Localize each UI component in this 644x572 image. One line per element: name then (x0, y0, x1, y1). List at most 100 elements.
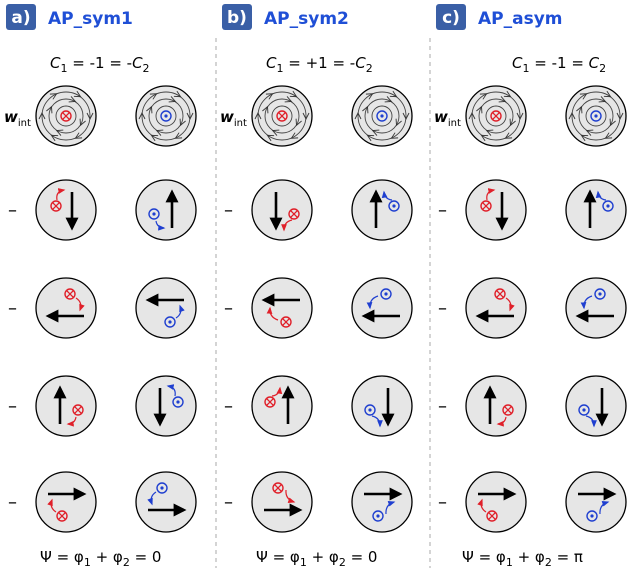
disk-right (565, 179, 627, 241)
w-sub: int (234, 118, 247, 129)
row-sign: – (438, 492, 447, 513)
into-page-symbol (56, 510, 68, 522)
into-page-symbol (264, 396, 276, 408)
disk-right (565, 471, 627, 533)
disk-left (35, 471, 97, 533)
panel-label: b) (227, 8, 247, 28)
into-page-symbol (276, 110, 288, 122)
row-sign: – (224, 492, 233, 513)
w-int-label: wint (4, 108, 31, 129)
panel-label: c) (442, 8, 460, 28)
b-s2: 2 (545, 556, 552, 569)
panel-title: AP_sym2 (264, 9, 349, 29)
disk-right (351, 471, 413, 533)
panel-title: AP_asym (478, 9, 563, 29)
out-of-page-symbol (156, 482, 168, 494)
disk-right (351, 179, 413, 241)
disk-right (135, 471, 197, 533)
into-page-symbol (486, 510, 498, 522)
row-sign: – (438, 298, 447, 319)
disk-right (135, 179, 197, 241)
mid: = -1 = - (67, 54, 132, 72)
into-page-symbol (60, 110, 72, 122)
s2: 2 (599, 62, 606, 75)
out-of-page-symbol (590, 110, 602, 122)
into-page-symbol (50, 200, 62, 212)
c2: C (355, 54, 366, 72)
b-mid: + φ (307, 548, 339, 566)
disk-left (35, 375, 97, 437)
out-of-page-symbol (388, 200, 400, 212)
out-of-page-symbol (602, 200, 614, 212)
s2: 2 (366, 62, 373, 75)
into-page-symbol (494, 288, 506, 300)
into-page-symbol (72, 404, 84, 416)
w-sub: int (448, 118, 461, 129)
into-page-symbol (502, 404, 514, 416)
s1: 1 (276, 62, 283, 75)
c2: C (132, 54, 143, 72)
row-sign: – (438, 396, 447, 417)
b-mid: + φ (91, 548, 123, 566)
out-of-page-symbol (164, 316, 176, 328)
b-s1: 1 (506, 556, 513, 569)
s2: 2 (143, 62, 150, 75)
into-page-symbol (272, 482, 284, 494)
phase-equation: Ψ = φ1 + φ2 = 0 (256, 548, 377, 569)
row-sign: – (438, 200, 447, 221)
phase-equation: Ψ = φ1 + φ2 = π (462, 548, 583, 569)
row-sign: – (8, 200, 17, 221)
vortex-disk-left (465, 85, 527, 147)
disk-left (251, 375, 313, 437)
pre: Ψ = φ (40, 548, 84, 566)
mid: = -1 = (529, 54, 588, 72)
out-of-page-symbol (578, 404, 590, 416)
disk-left (35, 277, 97, 339)
out-of-page-symbol (376, 110, 388, 122)
panel-label-box (222, 4, 252, 30)
row-sign: – (224, 298, 233, 319)
w: w (434, 108, 448, 126)
into-page-symbol (490, 110, 502, 122)
b-s1: 1 (84, 556, 91, 569)
b-post: = 0 (346, 548, 378, 566)
disk-right (565, 375, 627, 437)
vortex-disk-right (565, 85, 627, 147)
b-s2: 2 (339, 556, 346, 569)
out-of-page-symbol (364, 404, 376, 416)
row-sign: – (8, 396, 17, 417)
out-of-page-symbol (172, 396, 184, 408)
w: w (4, 108, 18, 126)
w: w (220, 108, 234, 126)
into-page-symbol (480, 200, 492, 212)
c1: C (50, 54, 61, 72)
disk-right (565, 277, 627, 339)
s1: 1 (60, 62, 67, 75)
row-sign: – (8, 492, 17, 513)
into-page-symbol (64, 288, 76, 300)
w-sub: int (18, 118, 31, 129)
chirality-condition: C1 = -1 = -C2 (50, 54, 150, 75)
vortex-disk-right (351, 85, 413, 147)
phase-equation: Ψ = φ1 + φ2 = 0 (40, 548, 161, 569)
disk-left (251, 471, 313, 533)
disk-right (135, 277, 197, 339)
b-s2: 2 (123, 556, 130, 569)
out-of-page-symbol (372, 510, 384, 522)
w-int-label: wint (220, 108, 247, 129)
into-page-symbol (288, 208, 300, 220)
disk-left (465, 471, 527, 533)
out-of-page-symbol (380, 288, 392, 300)
disk-right (135, 375, 197, 437)
panel-title: AP_sym1 (48, 9, 133, 29)
disk-left (465, 277, 527, 339)
vortex-disk-left (35, 85, 97, 147)
c1: C (512, 54, 523, 72)
c1: C (266, 54, 277, 72)
s1: 1 (522, 62, 529, 75)
b-post: = π (552, 548, 583, 566)
pre: Ψ = φ (256, 548, 300, 566)
